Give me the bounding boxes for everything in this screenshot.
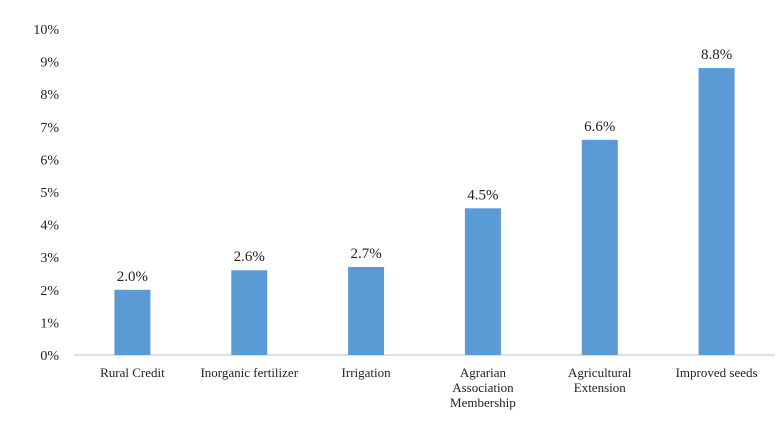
x-tick-label-line: Agrarian	[460, 365, 507, 380]
data-label: 8.8%	[701, 47, 732, 63]
y-tick-label: 0%	[40, 349, 59, 364]
x-tick-label: Improved seeds	[676, 365, 758, 380]
bar	[698, 68, 735, 356]
x-tick-label: Agrarian Association Membership	[450, 365, 516, 410]
bars	[114, 68, 735, 356]
data-label: 4.5%	[467, 187, 498, 203]
x-tick-label-line: Irrigation	[342, 365, 392, 380]
x-tick-label: Agricultural Extension	[568, 365, 632, 395]
x-tick-label: Inorganic fertilizer	[200, 365, 298, 380]
y-tick-label: 9%	[40, 56, 59, 71]
data-label: 2.6%	[234, 249, 265, 265]
bar	[581, 139, 618, 355]
category-labels: Rural Credit Inorganic fertilizer Irrigati…	[100, 365, 757, 410]
bar	[464, 208, 501, 355]
x-tick-label: Irrigation	[342, 365, 392, 380]
y-tick-label: 1%	[40, 316, 59, 331]
x-tick-label-line: Association	[452, 380, 514, 395]
y-tick-label: 5%	[40, 186, 59, 201]
y-tick-label: 2%	[40, 284, 59, 299]
y-tick-label: 4%	[40, 219, 59, 234]
x-tick-label: Rural Credit	[100, 365, 165, 380]
data-label: 2.0%	[117, 269, 148, 285]
bar	[114, 289, 151, 355]
y-tick-label: 10%	[33, 23, 59, 38]
y-tick-label: 3%	[40, 251, 59, 266]
data-label: 6.6%	[584, 119, 615, 135]
x-tick-label-line: Agricultural	[568, 365, 632, 380]
x-tick-label-line: Extension	[574, 380, 626, 395]
y-tick-label: 6%	[40, 153, 59, 168]
x-tick-label-line: Inorganic fertilizer	[200, 365, 298, 380]
y-tick-label: 8%	[40, 88, 59, 103]
x-tick-label-line: Improved seeds	[676, 365, 758, 380]
x-tick-label-line: Rural Credit	[100, 365, 165, 380]
bar	[348, 266, 385, 355]
data-labels: 2.0% 2.6% 2.7% 4.5% 6.6% 8.8%	[117, 47, 732, 285]
data-label: 2.7%	[350, 246, 381, 262]
y-tick-label: 7%	[40, 121, 59, 136]
bar	[231, 270, 268, 355]
y-axis-ticks: 0% 1% 2% 3% 4% 5% 6% 7% 8% 9% 10%	[33, 23, 59, 364]
x-tick-label-line: Membership	[450, 395, 516, 410]
